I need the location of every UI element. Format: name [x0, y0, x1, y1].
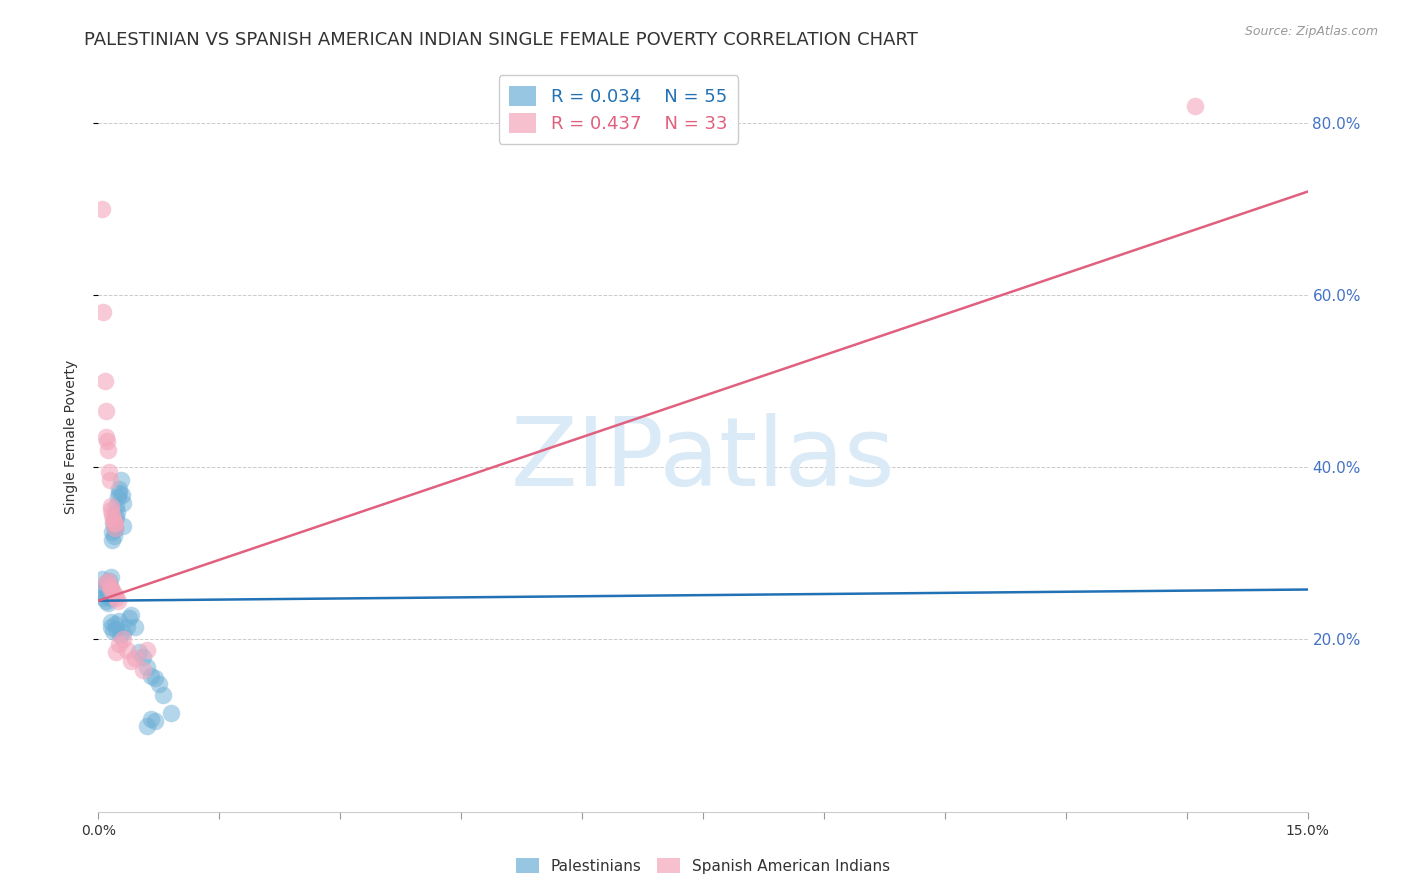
Point: [91, 305, 114, 319]
Point: [91, 572, 114, 586]
Text: PALESTINIAN VS SPANISH AMERICAN INDIAN SINGLE FEMALE POVERTY CORRELATION CHART: PALESTINIAN VS SPANISH AMERICAN INDIAN S…: [84, 31, 918, 49]
Point: [101, 533, 124, 548]
Point: [100, 619, 122, 633]
Point: [100, 591, 122, 606]
Point: [111, 488, 134, 502]
Point: [101, 516, 124, 531]
Point: [98, 579, 121, 593]
Point: [94, 593, 117, 607]
Point: [104, 522, 127, 536]
Point: [105, 591, 128, 606]
Point: [96, 582, 118, 597]
Point: [107, 486, 129, 500]
Point: [105, 499, 128, 513]
Point: [124, 619, 146, 633]
Point: [96, 576, 118, 591]
Point: [97, 442, 120, 457]
Point: [124, 651, 146, 665]
Point: [96, 434, 118, 449]
Point: [103, 588, 125, 602]
Point: [101, 524, 124, 539]
Point: [98, 473, 121, 487]
Point: [132, 663, 155, 677]
Point: [100, 570, 122, 584]
Point: [94, 581, 117, 595]
Point: [100, 503, 122, 517]
Point: [139, 668, 162, 682]
Point: [101, 508, 124, 522]
Point: [94, 374, 117, 388]
Point: [112, 496, 135, 510]
Point: [103, 516, 125, 531]
Point: [100, 499, 122, 513]
Point: [93, 591, 115, 606]
Point: [98, 585, 121, 599]
Point: [103, 516, 125, 531]
Point: [90, 202, 112, 216]
Text: ZIPatlas: ZIPatlas: [510, 413, 896, 506]
Point: [97, 596, 120, 610]
Point: [111, 518, 134, 533]
Point: [97, 574, 120, 588]
Y-axis label: Single Female Poverty: Single Female Poverty: [63, 360, 77, 514]
Point: [104, 520, 127, 534]
Point: [101, 585, 124, 599]
Point: [103, 529, 125, 543]
Point: [96, 588, 118, 602]
Point: [135, 718, 157, 732]
Point: [100, 581, 122, 595]
Point: [105, 645, 128, 659]
Text: Source: ZipAtlas.com: Source: ZipAtlas.com: [1244, 25, 1378, 38]
Point: [108, 628, 131, 642]
Point: [110, 473, 132, 487]
Point: [118, 611, 141, 625]
Legend: R = 0.034    N = 55, R = 0.437    N = 33: R = 0.034 N = 55, R = 0.437 N = 33: [499, 75, 738, 144]
Point: [105, 622, 128, 636]
Point: [143, 671, 166, 685]
Point: [97, 465, 120, 479]
Point: [97, 574, 120, 588]
Point: [107, 637, 129, 651]
Point: [101, 624, 124, 638]
Point: [115, 619, 138, 633]
Point: [91, 585, 114, 599]
Point: [160, 706, 183, 720]
Point: [103, 520, 125, 534]
Point: [96, 430, 118, 444]
Point: [132, 649, 155, 664]
Point: [100, 615, 122, 630]
Point: [111, 632, 134, 647]
Point: [143, 714, 166, 729]
Point: [107, 614, 129, 628]
Point: [120, 608, 142, 623]
Point: [120, 654, 142, 668]
Point: [97, 590, 120, 604]
Point: [107, 491, 129, 505]
Point: [101, 512, 124, 526]
Point: [135, 642, 157, 657]
Point: [128, 645, 150, 659]
Point: [115, 642, 138, 657]
Point: [152, 689, 174, 703]
Point: [148, 677, 170, 691]
Point: [107, 593, 129, 607]
Point: [135, 660, 157, 674]
Point: [104, 512, 127, 526]
Point: [100, 582, 122, 597]
Point: [105, 510, 128, 524]
Point: [96, 576, 118, 591]
Legend: Palestinians, Spanish American Indians: Palestinians, Spanish American Indians: [509, 852, 897, 880]
Point: [103, 617, 125, 632]
Point: [111, 625, 134, 640]
Point: [108, 482, 131, 496]
Point: [105, 505, 128, 519]
Point: [1184, 98, 1206, 112]
Point: [139, 712, 162, 726]
Point: [94, 404, 117, 418]
